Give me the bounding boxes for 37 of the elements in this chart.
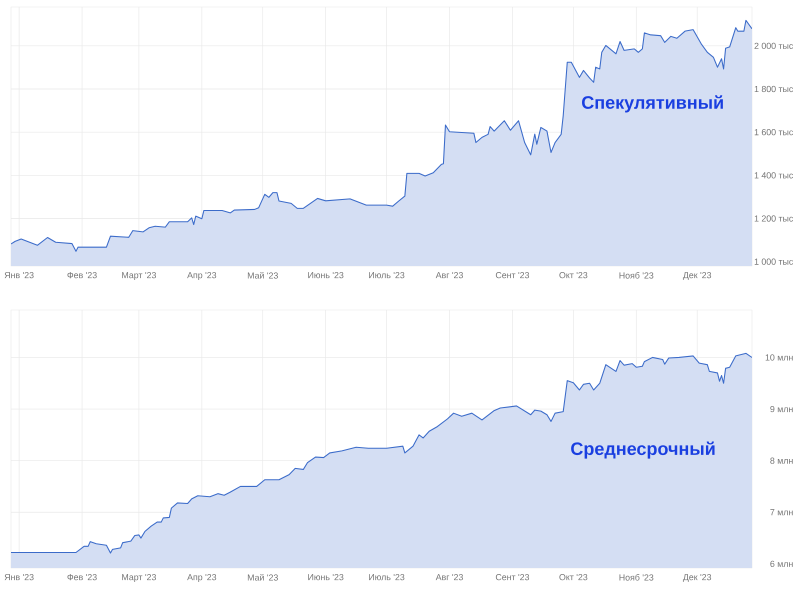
y-tick-label: 2 000 тыс: [754, 42, 794, 49]
y-tick-label: 1 000 тыс: [754, 258, 794, 265]
y-tick-label: 8 млн: [770, 458, 793, 464]
x-tick-label: Авг '23: [436, 574, 463, 580]
x-tick-label: Июнь '23: [308, 574, 344, 580]
x-tick-label: Нояб '23: [620, 272, 654, 279]
x-tick-label: Сент '23: [496, 574, 530, 580]
text: Среднесрочный: [571, 442, 715, 459]
x-tick-label: Окт '23: [559, 574, 588, 580]
y-tick-label: 1 800 тыс: [754, 86, 794, 92]
y-tick-label: 1 200 тыс: [754, 215, 794, 222]
x-tick-label: Янв '23: [4, 574, 34, 580]
x-tick-label: Дек '23: [682, 272, 712, 280]
x-tick-label: Фев '23: [67, 272, 97, 278]
x-tick-label: Апр '23: [187, 574, 216, 582]
x-tick-label: Июнь '23: [308, 272, 344, 278]
x-tick-label: Март '23: [122, 272, 156, 280]
x-tick-label: Сент '23: [496, 272, 530, 278]
x-tick-label: Нояб '23: [620, 574, 654, 581]
x-tick-label: Дек '23: [682, 574, 712, 582]
x-tick-label: Авг '23: [436, 272, 463, 278]
x-tick-label: Май '23: [248, 272, 278, 279]
x-tick-label: Май '23: [248, 574, 278, 581]
x-tick-label: Июль '23: [369, 272, 404, 278]
x-tick-label: Март '23: [122, 574, 156, 582]
x-tick-label: Июль '23: [369, 574, 404, 580]
y-tick-label: 7 млн: [770, 509, 793, 516]
x-tick-label: Фев '23: [67, 574, 97, 580]
x-tick-label: Янв '23: [4, 272, 34, 278]
x-tick-label: Апр '23: [187, 272, 216, 280]
y-tick-label: 1 400 тыс: [754, 172, 794, 178]
y-tick-label: 6 млн: [770, 560, 793, 567]
text: Спекулятивный: [582, 95, 723, 112]
y-tick-label: 10 млн: [766, 354, 793, 361]
x-tick-label: Окт '23: [559, 272, 588, 278]
y-tick-label: 9 млн: [770, 406, 793, 412]
y-tick-label: 1 600 тыс: [754, 129, 794, 136]
